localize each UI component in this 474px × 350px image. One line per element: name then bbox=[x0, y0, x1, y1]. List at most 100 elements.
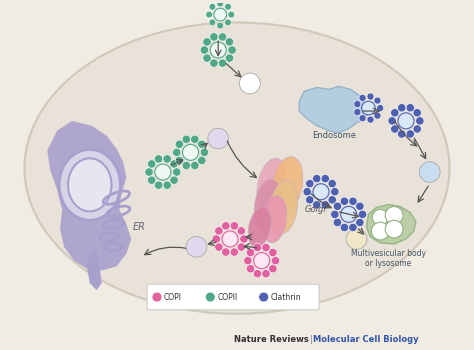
Circle shape bbox=[225, 38, 234, 46]
Circle shape bbox=[349, 197, 357, 205]
Circle shape bbox=[239, 73, 260, 94]
Circle shape bbox=[155, 181, 163, 189]
Circle shape bbox=[219, 33, 227, 41]
Circle shape bbox=[398, 104, 406, 112]
Circle shape bbox=[198, 140, 206, 148]
Circle shape bbox=[385, 206, 403, 224]
Text: Multivesicular body
or lysosome: Multivesicular body or lysosome bbox=[351, 249, 426, 268]
Circle shape bbox=[419, 162, 440, 182]
Circle shape bbox=[182, 144, 199, 160]
Circle shape bbox=[225, 19, 231, 26]
Circle shape bbox=[230, 248, 238, 256]
Circle shape bbox=[225, 4, 231, 10]
Circle shape bbox=[385, 220, 403, 238]
Text: Nature Reviews: Nature Reviews bbox=[235, 335, 309, 344]
Text: COPII: COPII bbox=[217, 293, 237, 302]
Circle shape bbox=[356, 218, 364, 226]
Circle shape bbox=[212, 235, 220, 243]
Circle shape bbox=[349, 223, 357, 232]
Ellipse shape bbox=[262, 196, 287, 243]
Circle shape bbox=[321, 175, 329, 183]
Circle shape bbox=[240, 235, 248, 243]
Polygon shape bbox=[299, 86, 368, 133]
Circle shape bbox=[203, 54, 211, 62]
Circle shape bbox=[253, 243, 262, 252]
Circle shape bbox=[147, 160, 156, 168]
Circle shape bbox=[306, 196, 314, 204]
Circle shape bbox=[367, 93, 374, 100]
Circle shape bbox=[173, 168, 181, 176]
Circle shape bbox=[303, 188, 311, 196]
Circle shape bbox=[219, 59, 227, 67]
Circle shape bbox=[230, 222, 238, 230]
Text: Clathrin: Clathrin bbox=[271, 293, 301, 302]
Circle shape bbox=[359, 94, 366, 101]
Circle shape bbox=[244, 257, 252, 265]
Circle shape bbox=[354, 100, 361, 107]
Circle shape bbox=[262, 243, 270, 252]
Circle shape bbox=[313, 184, 329, 200]
Circle shape bbox=[155, 164, 171, 180]
Circle shape bbox=[206, 11, 212, 18]
Circle shape bbox=[358, 210, 367, 218]
Circle shape bbox=[191, 135, 199, 143]
Ellipse shape bbox=[248, 207, 271, 247]
Circle shape bbox=[341, 206, 357, 222]
Circle shape bbox=[373, 209, 388, 225]
Circle shape bbox=[222, 248, 230, 256]
Circle shape bbox=[367, 116, 374, 123]
Circle shape bbox=[210, 42, 226, 58]
Circle shape bbox=[340, 223, 348, 232]
Ellipse shape bbox=[269, 181, 298, 234]
Circle shape bbox=[269, 248, 277, 257]
Circle shape bbox=[198, 156, 206, 164]
Circle shape bbox=[391, 108, 399, 117]
Circle shape bbox=[333, 202, 342, 210]
Circle shape bbox=[346, 229, 367, 249]
Circle shape bbox=[377, 105, 384, 112]
Polygon shape bbox=[87, 251, 101, 290]
Circle shape bbox=[398, 113, 414, 129]
Circle shape bbox=[262, 270, 270, 278]
Circle shape bbox=[170, 160, 178, 168]
Circle shape bbox=[175, 156, 183, 164]
Circle shape bbox=[186, 237, 207, 257]
Circle shape bbox=[254, 253, 270, 268]
Circle shape bbox=[228, 11, 235, 18]
Circle shape bbox=[331, 188, 339, 196]
Circle shape bbox=[145, 168, 153, 176]
Circle shape bbox=[306, 180, 314, 188]
Circle shape bbox=[413, 108, 421, 117]
Text: Endosome: Endosome bbox=[312, 131, 356, 140]
Circle shape bbox=[331, 210, 339, 218]
Circle shape bbox=[391, 125, 399, 133]
Circle shape bbox=[333, 218, 342, 226]
Circle shape bbox=[328, 196, 337, 204]
Circle shape bbox=[170, 176, 178, 184]
Circle shape bbox=[398, 130, 406, 138]
Circle shape bbox=[321, 201, 329, 209]
Circle shape bbox=[253, 270, 262, 278]
Circle shape bbox=[163, 181, 171, 189]
Circle shape bbox=[208, 128, 228, 149]
Text: COPI: COPI bbox=[164, 293, 182, 302]
Circle shape bbox=[217, 0, 224, 7]
Circle shape bbox=[374, 97, 381, 104]
Circle shape bbox=[388, 117, 396, 125]
Circle shape bbox=[182, 161, 191, 170]
Ellipse shape bbox=[272, 156, 303, 213]
Ellipse shape bbox=[68, 158, 111, 211]
Circle shape bbox=[182, 135, 191, 143]
Polygon shape bbox=[366, 204, 416, 244]
Ellipse shape bbox=[25, 22, 449, 314]
Circle shape bbox=[237, 227, 246, 235]
Circle shape bbox=[210, 33, 218, 41]
Text: Golgi: Golgi bbox=[304, 205, 326, 214]
Circle shape bbox=[163, 155, 171, 163]
Circle shape bbox=[269, 265, 277, 273]
Circle shape bbox=[209, 4, 216, 10]
Text: |: | bbox=[310, 335, 312, 344]
Circle shape bbox=[246, 248, 255, 257]
Circle shape bbox=[155, 155, 163, 163]
Ellipse shape bbox=[257, 158, 286, 211]
